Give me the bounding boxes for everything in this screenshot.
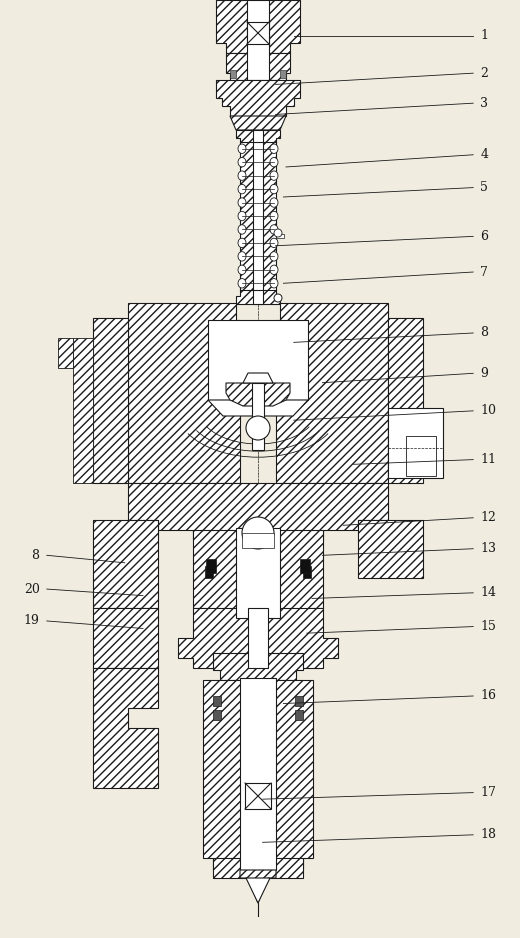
Ellipse shape	[238, 265, 246, 275]
Polygon shape	[246, 878, 270, 903]
Bar	[213, 696, 221, 706]
Ellipse shape	[270, 185, 278, 194]
Polygon shape	[93, 668, 158, 788]
Ellipse shape	[238, 171, 246, 180]
Text: 15: 15	[480, 620, 496, 633]
Ellipse shape	[238, 279, 246, 288]
Polygon shape	[388, 318, 423, 483]
Text: 8: 8	[32, 549, 40, 562]
Text: 11: 11	[480, 453, 497, 466]
Polygon shape	[208, 400, 308, 416]
Ellipse shape	[238, 185, 246, 194]
Ellipse shape	[270, 171, 278, 180]
Text: 5: 5	[480, 181, 488, 194]
Ellipse shape	[270, 265, 278, 275]
Bar	[208, 320, 308, 400]
Polygon shape	[93, 608, 158, 668]
Bar	[276, 234, 284, 238]
Bar	[248, 608, 268, 668]
Bar	[303, 566, 311, 578]
Bar	[245, 783, 271, 809]
Polygon shape	[128, 303, 240, 483]
Polygon shape	[276, 303, 388, 483]
Bar	[295, 710, 303, 720]
Polygon shape	[216, 0, 300, 53]
Text: 4: 4	[480, 148, 488, 161]
Ellipse shape	[270, 158, 278, 167]
Text: 10: 10	[480, 404, 497, 417]
Bar	[205, 566, 213, 578]
Ellipse shape	[270, 279, 278, 288]
Text: 16: 16	[480, 689, 497, 703]
Polygon shape	[216, 80, 300, 116]
Circle shape	[246, 416, 270, 440]
Text: 14: 14	[480, 586, 497, 599]
Polygon shape	[93, 520, 158, 608]
Ellipse shape	[270, 225, 278, 234]
Bar	[252, 383, 264, 450]
Ellipse shape	[238, 211, 246, 220]
Polygon shape	[73, 338, 93, 483]
Polygon shape	[213, 858, 303, 878]
Text: 6: 6	[480, 230, 488, 243]
Ellipse shape	[238, 158, 246, 167]
Ellipse shape	[270, 251, 278, 261]
Bar	[388, 408, 443, 478]
Text: 7: 7	[480, 265, 488, 279]
Text: 17: 17	[480, 786, 496, 799]
Bar	[213, 710, 221, 720]
Ellipse shape	[270, 198, 278, 207]
Polygon shape	[213, 653, 303, 680]
Polygon shape	[358, 520, 423, 578]
Polygon shape	[178, 608, 338, 668]
Text: 3: 3	[480, 97, 488, 110]
Bar	[280, 70, 286, 78]
Ellipse shape	[238, 198, 246, 207]
Circle shape	[274, 229, 282, 237]
Bar	[406, 436, 436, 476]
Polygon shape	[226, 383, 290, 406]
Bar	[295, 696, 303, 706]
Bar	[242, 533, 274, 548]
Text: 18: 18	[480, 828, 497, 841]
Ellipse shape	[270, 211, 278, 220]
Polygon shape	[236, 130, 280, 304]
Text: 19: 19	[24, 614, 40, 628]
Ellipse shape	[238, 251, 246, 261]
Polygon shape	[230, 116, 286, 130]
Polygon shape	[240, 870, 276, 903]
Polygon shape	[243, 373, 273, 383]
Bar	[236, 528, 280, 618]
Circle shape	[242, 517, 274, 549]
Ellipse shape	[238, 238, 246, 248]
Ellipse shape	[238, 144, 246, 154]
Bar	[58, 338, 73, 368]
Polygon shape	[128, 483, 388, 540]
Bar	[206, 559, 216, 573]
Text: 1: 1	[480, 29, 488, 42]
Text: 9: 9	[480, 367, 488, 380]
Bar	[240, 678, 276, 870]
Bar	[247, 0, 269, 80]
Text: 13: 13	[480, 542, 497, 555]
Text: 20: 20	[24, 582, 40, 596]
Circle shape	[274, 294, 282, 302]
Bar	[253, 130, 263, 304]
Ellipse shape	[238, 225, 246, 234]
Polygon shape	[193, 530, 323, 618]
Text: 8: 8	[480, 326, 488, 340]
Polygon shape	[203, 680, 313, 870]
Polygon shape	[93, 318, 128, 483]
Bar	[230, 70, 236, 78]
Ellipse shape	[270, 144, 278, 154]
Text: 2: 2	[480, 67, 488, 80]
Bar	[247, 22, 269, 44]
Polygon shape	[226, 53, 290, 80]
Bar	[300, 559, 310, 573]
Text: 12: 12	[480, 511, 496, 524]
Ellipse shape	[270, 238, 278, 248]
